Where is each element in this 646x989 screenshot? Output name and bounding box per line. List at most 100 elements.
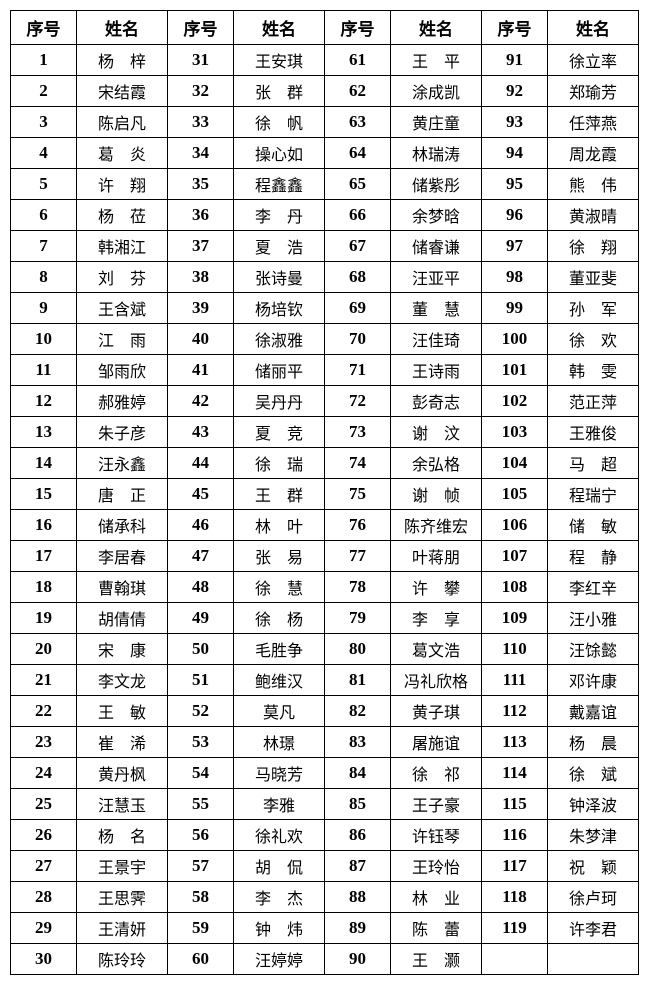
name-cell: 李 杰 bbox=[233, 881, 325, 913]
serial-cell: 54 bbox=[167, 757, 234, 789]
name-cell: 朱子彦 bbox=[76, 416, 168, 448]
serial-cell: 101 bbox=[481, 354, 548, 386]
name-cell: 李 丹 bbox=[233, 199, 325, 231]
name-cell: 宋结霞 bbox=[76, 75, 168, 107]
name-cell: 杨培钦 bbox=[233, 292, 325, 324]
serial-cell: 19 bbox=[10, 602, 77, 634]
serial-cell: 102 bbox=[481, 385, 548, 417]
name-cell: 崔 浠 bbox=[76, 726, 168, 758]
name-cell: 陈齐维宏 bbox=[390, 509, 482, 541]
serial-cell: 20 bbox=[10, 633, 77, 665]
table-row: 25 汪慧玉 55 李雅 85 王子豪 115 钟泽波 bbox=[10, 788, 639, 820]
serial-cell: 64 bbox=[324, 137, 391, 169]
serial-cell: 67 bbox=[324, 230, 391, 262]
serial-cell: 59 bbox=[167, 912, 234, 944]
serial-cell: 21 bbox=[10, 664, 77, 696]
serial-cell: 112 bbox=[481, 695, 548, 727]
serial-cell: 73 bbox=[324, 416, 391, 448]
serial-cell: 7 bbox=[10, 230, 77, 262]
name-cell: 汪慧玉 bbox=[76, 788, 168, 820]
name-cell: 黄子琪 bbox=[390, 695, 482, 727]
serial-cell: 41 bbox=[167, 354, 234, 386]
name-cell: 李居春 bbox=[76, 540, 168, 572]
serial-cell: 116 bbox=[481, 819, 548, 851]
serial-cell: 28 bbox=[10, 881, 77, 913]
name-cell: 余梦晗 bbox=[390, 199, 482, 231]
serial-cell: 86 bbox=[324, 819, 391, 851]
serial-cell: 103 bbox=[481, 416, 548, 448]
name-cell: 王雅俊 bbox=[547, 416, 639, 448]
serial-cell: 92 bbox=[481, 75, 548, 107]
serial-cell: 63 bbox=[324, 106, 391, 138]
name-cell: 储紫彤 bbox=[390, 168, 482, 200]
serial-cell: 76 bbox=[324, 509, 391, 541]
name-cell: 莫凡 bbox=[233, 695, 325, 727]
serial-cell: 68 bbox=[324, 261, 391, 293]
name-cell: 屠施谊 bbox=[390, 726, 482, 758]
name-cell: 王思霁 bbox=[76, 881, 168, 913]
table-row: 2 宋结霞 32 张 群 62 涂成凯 92 郑瑜芳 bbox=[10, 75, 639, 107]
name-cell: 林瑞涛 bbox=[390, 137, 482, 169]
name-cell: 朱梦津 bbox=[547, 819, 639, 851]
name-cell: 王景宇 bbox=[76, 850, 168, 882]
name-cell: 徐 翔 bbox=[547, 230, 639, 262]
name-cell: 汪佳琦 bbox=[390, 323, 482, 355]
table-row: 28 王思霁 58 李 杰 88 林 业 118 徐卢珂 bbox=[10, 881, 639, 913]
name-cell: 王清妍 bbox=[76, 912, 168, 944]
serial-cell: 9 bbox=[10, 292, 77, 324]
table-row: 17 李居春 47 张 易 77 叶蒋朋 107 程 静 bbox=[10, 540, 639, 572]
table-row: 16 储承科 46 林 叶 76 陈齐维宏 106 储 敏 bbox=[10, 509, 639, 541]
name-cell: 张诗曼 bbox=[233, 261, 325, 293]
serial-cell: 106 bbox=[481, 509, 548, 541]
serial-cell: 117 bbox=[481, 850, 548, 882]
name-cell: 董亚斐 bbox=[547, 261, 639, 293]
serial-cell: 70 bbox=[324, 323, 391, 355]
serial-cell: 25 bbox=[10, 788, 77, 820]
name-cell: 徐礼欢 bbox=[233, 819, 325, 851]
name-cell: 李文龙 bbox=[76, 664, 168, 696]
serial-cell: 99 bbox=[481, 292, 548, 324]
serial-cell: 42 bbox=[167, 385, 234, 417]
header-serial-4: 序号 bbox=[481, 10, 548, 45]
name-cell: 林璟 bbox=[233, 726, 325, 758]
name-cell: 叶蒋朋 bbox=[390, 540, 482, 572]
name-cell: 曹翰琪 bbox=[76, 571, 168, 603]
name-cell: 李雅 bbox=[233, 788, 325, 820]
serial-cell: 118 bbox=[481, 881, 548, 913]
name-cell: 徐 慧 bbox=[233, 571, 325, 603]
serial-cell: 98 bbox=[481, 261, 548, 293]
name-cell: 王 敏 bbox=[76, 695, 168, 727]
header-name-2: 姓名 bbox=[233, 10, 325, 45]
serial-cell: 62 bbox=[324, 75, 391, 107]
name-cell: 宋 康 bbox=[76, 633, 168, 665]
name-cell: 许 翔 bbox=[76, 168, 168, 200]
name-cell: 夏 浩 bbox=[233, 230, 325, 262]
name-cell: 徐 欢 bbox=[547, 323, 639, 355]
name-cell: 储 敏 bbox=[547, 509, 639, 541]
serial-cell: 79 bbox=[324, 602, 391, 634]
serial-cell: 40 bbox=[167, 323, 234, 355]
serial-cell: 36 bbox=[167, 199, 234, 231]
serial-cell: 108 bbox=[481, 571, 548, 603]
serial-cell: 22 bbox=[10, 695, 77, 727]
name-cell: 刘 芬 bbox=[76, 261, 168, 293]
name-cell: 汪亚平 bbox=[390, 261, 482, 293]
serial-cell: 93 bbox=[481, 106, 548, 138]
serial-cell: 5 bbox=[10, 168, 77, 200]
name-cell: 鲍维汉 bbox=[233, 664, 325, 696]
name-cell: 杨 晨 bbox=[547, 726, 639, 758]
serial-cell: 17 bbox=[10, 540, 77, 572]
serial-cell: 89 bbox=[324, 912, 391, 944]
name-cell: 熊 伟 bbox=[547, 168, 639, 200]
serial-cell: 48 bbox=[167, 571, 234, 603]
serial-cell: 43 bbox=[167, 416, 234, 448]
name-cell: 许李君 bbox=[547, 912, 639, 944]
serial-cell: 29 bbox=[10, 912, 77, 944]
serial-cell: 10 bbox=[10, 323, 77, 355]
name-cell: 李 享 bbox=[390, 602, 482, 634]
serial-cell: 69 bbox=[324, 292, 391, 324]
serial-cell: 115 bbox=[481, 788, 548, 820]
header-serial-2: 序号 bbox=[167, 10, 234, 45]
